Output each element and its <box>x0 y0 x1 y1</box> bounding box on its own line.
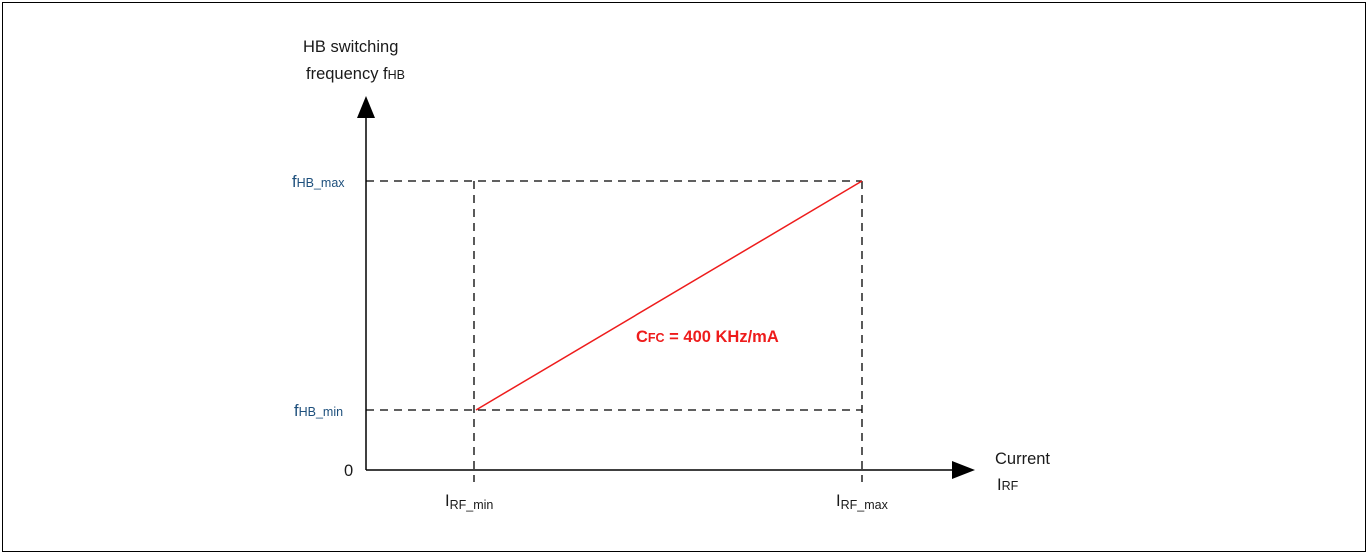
y-tick-fhb-max: fHB_max <box>292 173 345 191</box>
y-axis-title-second-line: frequency fHB <box>306 65 405 83</box>
conversion-factor-annotation: CFC = 400 KHz/mA <box>636 328 779 346</box>
y-axis-title-line1: HB switching <box>303 38 398 56</box>
x-axis-title: Current <box>995 450 1050 468</box>
y-axis-title-subscript: HB <box>388 68 405 82</box>
x-axis-title-second-line: IRF <box>997 476 1019 494</box>
x-tick-irf-max: IRF_max <box>836 492 889 512</box>
x-tick-irf-min: IRF_min <box>445 492 493 512</box>
origin-label: 0 <box>344 462 353 480</box>
y-tick-fhb-min: fHB_min <box>294 402 343 420</box>
frequency-current-line <box>475 180 863 411</box>
x-axis-title-line1: Current <box>995 450 1050 468</box>
x-axis-arrowhead <box>952 461 975 479</box>
y-axis-arrowhead <box>357 96 375 118</box>
frequency-current-diagram: HB switching frequency fHB fHB_max fHB_m… <box>292 38 1050 512</box>
x-axis-title-subscript: RF <box>1002 479 1019 493</box>
x-axis-title-line2: I <box>997 476 1002 494</box>
y-axis-title: HB switching <box>303 38 398 56</box>
y-axis-title-line2: frequency f <box>306 65 388 83</box>
